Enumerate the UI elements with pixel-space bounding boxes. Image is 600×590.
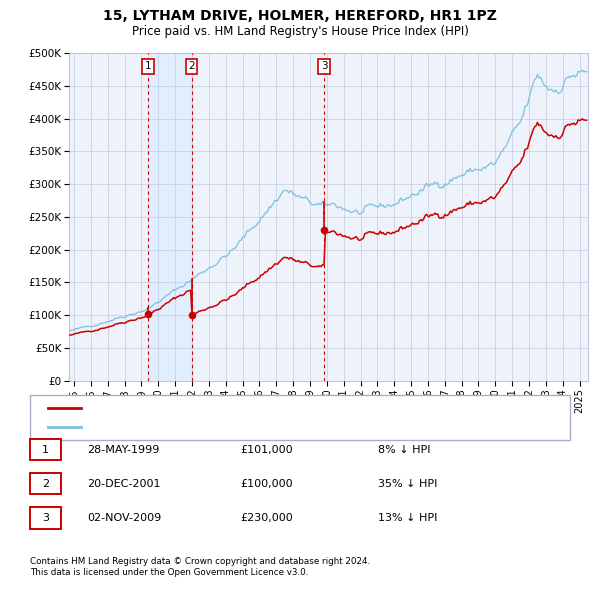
Text: This data is licensed under the Open Government Licence v3.0.: This data is licensed under the Open Gov… xyxy=(30,568,308,577)
Text: 20-DEC-2001: 20-DEC-2001 xyxy=(87,479,161,489)
Text: 35% ↓ HPI: 35% ↓ HPI xyxy=(378,479,437,489)
Text: 13% ↓ HPI: 13% ↓ HPI xyxy=(378,513,437,523)
Text: 15, LYTHAM DRIVE, HOLMER, HEREFORD, HR1 1PZ (detached house): 15, LYTHAM DRIVE, HOLMER, HEREFORD, HR1 … xyxy=(87,403,429,412)
Text: £101,000: £101,000 xyxy=(240,445,293,454)
Text: 3: 3 xyxy=(42,513,49,523)
Text: 2: 2 xyxy=(42,479,49,489)
Text: 2: 2 xyxy=(188,61,195,71)
Text: £230,000: £230,000 xyxy=(240,513,293,523)
Bar xyxy=(148,53,191,381)
Text: Contains HM Land Registry data © Crown copyright and database right 2024.: Contains HM Land Registry data © Crown c… xyxy=(30,558,370,566)
Text: 02-NOV-2009: 02-NOV-2009 xyxy=(87,513,161,523)
Text: 8% ↓ HPI: 8% ↓ HPI xyxy=(378,445,431,454)
Text: £100,000: £100,000 xyxy=(240,479,293,489)
Text: 1: 1 xyxy=(42,445,49,454)
Text: Price paid vs. HM Land Registry's House Price Index (HPI): Price paid vs. HM Land Registry's House … xyxy=(131,25,469,38)
Text: 28-MAY-1999: 28-MAY-1999 xyxy=(87,445,160,454)
Text: 15, LYTHAM DRIVE, HOLMER, HEREFORD, HR1 1PZ: 15, LYTHAM DRIVE, HOLMER, HEREFORD, HR1 … xyxy=(103,9,497,23)
Text: 1: 1 xyxy=(145,61,152,71)
Text: HPI: Average price, detached house, Herefordshire: HPI: Average price, detached house, Here… xyxy=(87,422,340,432)
Text: 3: 3 xyxy=(321,61,328,71)
